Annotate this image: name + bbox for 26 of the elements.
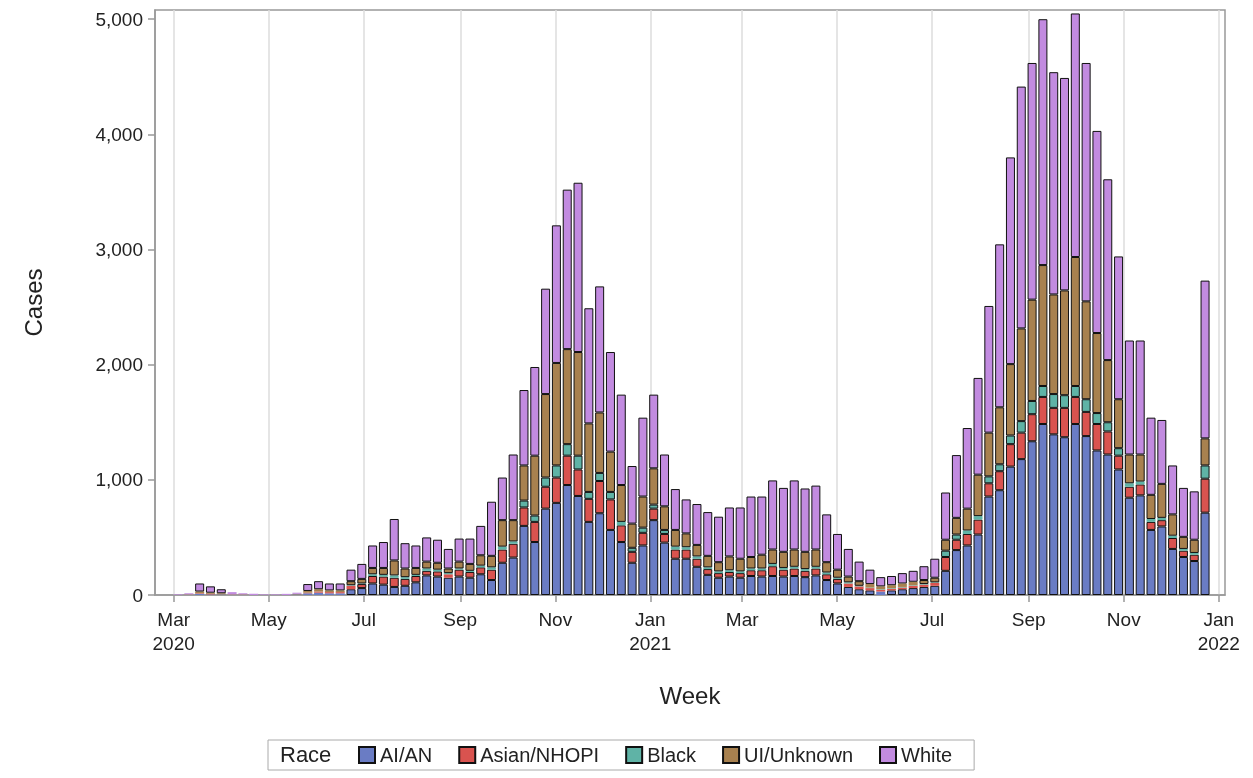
x-axis-title: Week (659, 681, 722, 709)
legend-label: Asian/NHOPI (480, 744, 600, 766)
legend-label: Black (647, 744, 698, 766)
legend-title: Race (280, 741, 332, 767)
x-tick-label: Jul (351, 608, 376, 630)
y-tick-label: 1,000 (95, 469, 143, 491)
x-tick-label: Sep (1011, 608, 1046, 630)
legend-label: White (901, 744, 953, 766)
y-tick-label: 3,000 (95, 239, 143, 261)
x-tick-label: Jan 2021 (629, 608, 672, 654)
x-tick-label: Nov (538, 608, 573, 630)
y-tick-label: 0 (132, 584, 143, 606)
x-tick-label: May (819, 608, 856, 630)
x-tick-label: Jan 2022 (1197, 608, 1240, 654)
legend-label: AI/AN (380, 744, 433, 766)
x-tick-label: May (250, 608, 288, 630)
y-tick-label: 2,000 (95, 354, 143, 376)
y-tick-label: 5,000 (95, 8, 143, 30)
y-axis-title: Cases (19, 268, 47, 337)
x-tick-label: Sep (443, 608, 478, 630)
y-tick-label: 4,000 (95, 123, 143, 145)
x-tick-label: Mar (725, 608, 760, 630)
x-tick-label: Nov (1106, 608, 1142, 630)
x-tick-label: Jul (920, 608, 945, 630)
legend-label: UI/Unknown (744, 744, 854, 766)
x-tick-label: Mar 2020 (152, 608, 195, 654)
